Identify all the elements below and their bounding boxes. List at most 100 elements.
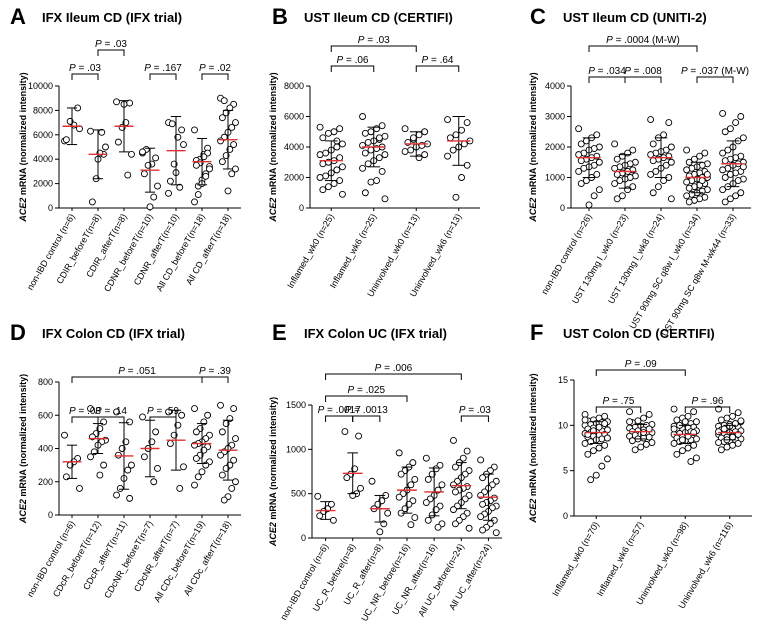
data-point bbox=[460, 140, 468, 148]
pvalue-value: = .03 bbox=[76, 63, 102, 74]
data-point bbox=[585, 201, 593, 209]
data-point bbox=[343, 474, 351, 482]
data-point bbox=[459, 454, 467, 462]
data-point bbox=[314, 492, 322, 500]
data-point bbox=[721, 174, 729, 181]
data-point bbox=[411, 476, 419, 483]
data-point bbox=[397, 470, 405, 478]
panel-d: D IFX Colon CD (IFX trial) 0 200 400 600 800 AC… bbox=[10, 320, 241, 604]
pvalue-bracket bbox=[149, 73, 177, 80]
data-point bbox=[180, 141, 187, 149]
data-point bbox=[336, 154, 344, 162]
data-point bbox=[465, 524, 473, 532]
data-point bbox=[717, 446, 725, 454]
data-point bbox=[721, 157, 729, 165]
y-axis-label: ACE2 mRNA (normalized intensity) bbox=[18, 374, 28, 524]
panel-e: E IFX Colon UC (IFX trial) 0 500 1000 1500 ACE… bbox=[268, 320, 502, 623]
y-axis-label-rest: mRNA (normalized intensity) bbox=[18, 72, 28, 197]
data-point bbox=[168, 120, 176, 128]
data-point bbox=[192, 455, 200, 462]
pvalue-p: P bbox=[337, 55, 344, 66]
panel-title: IFX Colon UC (IFX trial) bbox=[304, 326, 447, 341]
data-point bbox=[395, 493, 403, 501]
y-tick-label: 8000 bbox=[284, 81, 304, 91]
y-axis-label-rest: mRNA (normalized intensity) bbox=[268, 397, 278, 522]
pvalue-bracket bbox=[595, 369, 686, 376]
data-point bbox=[726, 195, 734, 203]
y-axis-label-gene: ACE2 bbox=[18, 499, 28, 524]
data-point bbox=[329, 516, 337, 524]
pvalue-bracket bbox=[595, 406, 642, 413]
pvalue-value: = .0004 (M-W) bbox=[613, 35, 680, 46]
pvalue-label: P = .03 bbox=[358, 35, 390, 46]
data-point bbox=[584, 450, 592, 458]
data-point bbox=[575, 125, 583, 133]
data-point bbox=[228, 484, 236, 492]
pvalue-value: = .0017 bbox=[324, 405, 361, 416]
data-point bbox=[611, 164, 619, 172]
data-point bbox=[684, 444, 692, 452]
data-point bbox=[339, 140, 346, 148]
data-point bbox=[685, 198, 693, 206]
data-point bbox=[325, 129, 332, 137]
data-point bbox=[477, 513, 485, 521]
pvalue-label: P = .96 bbox=[692, 396, 724, 407]
data-point bbox=[647, 151, 655, 159]
data-point bbox=[720, 425, 728, 433]
data-point bbox=[316, 512, 324, 520]
data-point bbox=[116, 484, 124, 492]
pvalue-label: P = .008 bbox=[624, 66, 662, 77]
panel-title: UST Ileum CD (UNITI-2) bbox=[563, 10, 707, 25]
data-point bbox=[422, 499, 430, 506]
data-point bbox=[384, 509, 392, 517]
data-point bbox=[590, 192, 598, 200]
data-point bbox=[601, 420, 609, 427]
data-point bbox=[152, 154, 160, 162]
data-point bbox=[683, 146, 691, 154]
data-point bbox=[87, 405, 94, 413]
panel-letter: A bbox=[10, 4, 26, 29]
data-point bbox=[729, 441, 736, 449]
data-point bbox=[424, 516, 432, 524]
pvalue-label: P = .03 bbox=[459, 405, 491, 416]
pvalue-label: P = .03 bbox=[69, 63, 101, 74]
data-point bbox=[726, 125, 734, 133]
data-point bbox=[734, 409, 742, 417]
data-point bbox=[690, 408, 698, 416]
data-point bbox=[113, 491, 120, 499]
category-label: Inflamed_wk6 (n=57) bbox=[595, 520, 646, 598]
data-point bbox=[647, 170, 655, 178]
data-point bbox=[477, 456, 485, 464]
y-tick-label: 1000 bbox=[286, 444, 306, 454]
pvalue-p: P bbox=[95, 39, 102, 50]
y-tick-label: 8000 bbox=[33, 105, 53, 115]
pvalue-p: P bbox=[588, 66, 595, 77]
data-point bbox=[693, 454, 700, 462]
pvalue-bracket bbox=[325, 395, 408, 402]
data-point bbox=[364, 138, 372, 146]
pvalue-value: = .006 bbox=[381, 363, 412, 374]
data-point bbox=[114, 451, 122, 459]
data-point bbox=[62, 136, 70, 144]
data-point bbox=[717, 416, 725, 424]
data-point bbox=[450, 437, 457, 444]
data-point bbox=[228, 124, 236, 131]
data-point bbox=[458, 174, 465, 181]
y-axis-label-rest: mRNA (normalized intensity) bbox=[528, 373, 538, 498]
data-point bbox=[683, 166, 691, 174]
y-tick-label: 0 bbox=[48, 510, 53, 520]
y-tick-label: 400 bbox=[38, 444, 53, 454]
data-point bbox=[361, 189, 369, 197]
pvalue-label: P = .051 bbox=[118, 366, 156, 377]
data-point bbox=[176, 183, 184, 191]
data-point bbox=[696, 152, 704, 160]
pvalue-value: = .051 bbox=[125, 366, 156, 377]
pvalue-value: = .02 bbox=[206, 63, 232, 74]
data-point bbox=[681, 418, 689, 426]
data-point bbox=[649, 189, 657, 197]
y-axis-label-gene: ACE2 bbox=[528, 198, 538, 223]
data-point bbox=[319, 186, 327, 194]
pvalue-p: P bbox=[375, 363, 382, 374]
data-point bbox=[128, 150, 135, 158]
